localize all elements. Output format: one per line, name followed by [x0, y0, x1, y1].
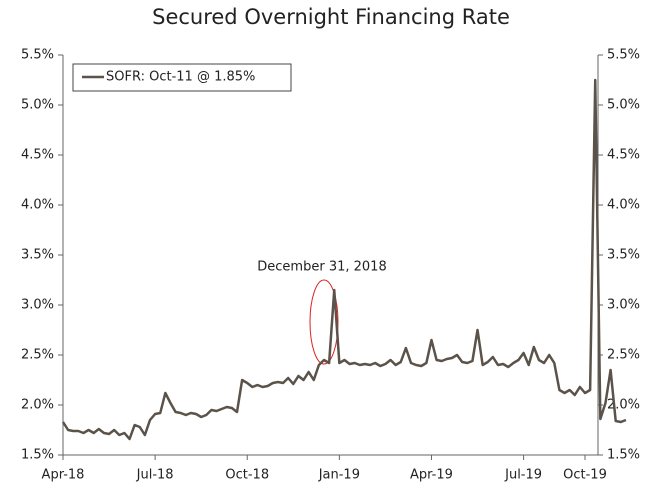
y-tick-label: 4.5% — [21, 148, 54, 163]
y2-tick-label: 4.5% — [607, 148, 640, 163]
x-tick-label: Oct-19 — [563, 468, 607, 483]
y-tick-label: 4.0% — [21, 198, 54, 213]
y2-tick-label: 3.0% — [607, 298, 640, 313]
annotation-ellipse — [309, 279, 339, 365]
x-tick-label: Jan-19 — [318, 468, 360, 483]
y2-tick-label: 2.5% — [607, 348, 640, 363]
y-tick-label: 1.5% — [21, 448, 54, 463]
legend-box — [72, 63, 292, 92]
chart-title: Secured Overnight Financing Rate — [152, 5, 510, 29]
series-line — [61, 78, 627, 441]
y2-tick-label: 5.0% — [607, 98, 640, 113]
x-tick-label: Jul-19 — [504, 468, 542, 483]
y-tick-label: 5.0% — [21, 98, 54, 113]
y-tick-label: 2.5% — [21, 348, 54, 363]
y-tick-label: 2.0% — [21, 398, 54, 413]
y-tick-label: 3.5% — [21, 248, 54, 263]
x-tick-label: Oct-18 — [225, 468, 269, 483]
x-tick-label: Apr-19 — [410, 468, 453, 483]
y2-tick-label: 2.0% — [607, 398, 640, 413]
y-tick-label: 5.5% — [21, 48, 54, 63]
y2-tick-label: 3.5% — [607, 248, 640, 263]
y2-tick-label: 4.0% — [607, 198, 640, 213]
y2-tick-label: 5.5% — [607, 48, 640, 63]
annotation: December 31, 2018 — [257, 260, 386, 275]
y-tick-label: 3.0% — [21, 298, 54, 313]
legend-label: SOFR: Oct-11 @ 1.85% — [106, 70, 255, 85]
x-tick-label: Jul-18 — [136, 468, 174, 483]
y2-tick-label: 1.5% — [607, 448, 640, 463]
x-tick-label: Apr-18 — [42, 468, 85, 483]
